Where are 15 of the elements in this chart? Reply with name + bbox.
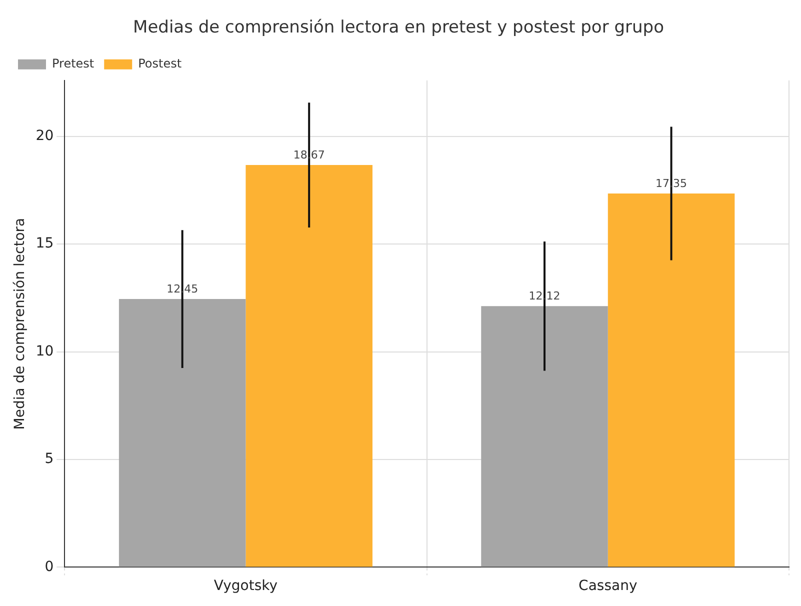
legend-label: Pretest — [52, 56, 94, 71]
bar — [481, 306, 608, 567]
bar — [246, 165, 372, 567]
y-tick-label: 5 — [44, 451, 54, 468]
y-tick-label: 20 — [36, 128, 54, 144]
legend-label: Postest — [138, 56, 182, 71]
bar — [118, 299, 246, 567]
bar — [608, 193, 735, 567]
y-tick-label: 15 — [36, 236, 54, 252]
chart-title: Medias de comprensión lectora en pretest y postest por grupo — [133, 18, 664, 38]
y-tick-label: 0 — [44, 558, 54, 575]
x-tick-label: Vygotsky — [214, 578, 278, 594]
y-tick-label: 10 — [36, 343, 54, 360]
y-axis-title: Media de comprensión lectora — [12, 218, 28, 430]
x-tick-label: Cassany — [578, 578, 638, 594]
